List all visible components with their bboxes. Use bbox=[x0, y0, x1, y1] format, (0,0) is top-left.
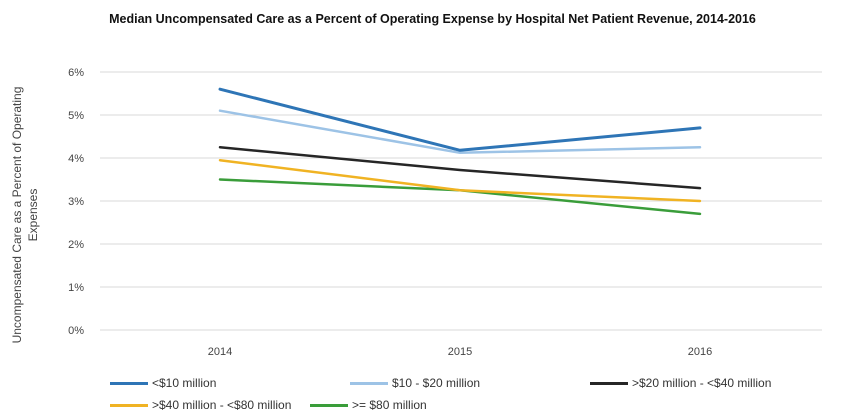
legend-item-40-80m: >$40 million - <$80 million bbox=[110, 396, 291, 414]
series-line-1 bbox=[218, 109, 702, 155]
gridlines bbox=[100, 71, 822, 331]
y-axis-ticks: 0% 1% 2% 3% 4% 5% 6% bbox=[68, 67, 84, 337]
legend-swatch-under-10m bbox=[110, 381, 148, 385]
series-line-0 bbox=[218, 87, 702, 152]
chart-title: Median Uncompensated Care as a Percent o… bbox=[109, 12, 756, 26]
legend-item-over-80m: >= $80 million bbox=[310, 396, 427, 414]
legend-label: >$20 million - <$40 million bbox=[632, 376, 772, 390]
legend-item-under-10m: <$10 million bbox=[110, 374, 216, 392]
legend-swatch-over-80m bbox=[310, 403, 348, 407]
legend-label: >= $80 million bbox=[352, 398, 427, 412]
legend-swatch-10-20m bbox=[350, 381, 388, 385]
x-tick-label: 2016 bbox=[688, 346, 712, 358]
legend-item-10-20m: $10 - $20 million bbox=[350, 374, 480, 392]
y-tick-label: 4% bbox=[68, 153, 84, 165]
legend-label: <$10 million bbox=[152, 376, 217, 390]
y-tick-label: 2% bbox=[68, 239, 84, 251]
legend-swatch-40-80m bbox=[110, 403, 148, 407]
legend-item-20-40m: >$20 million - <$40 million bbox=[590, 374, 771, 392]
legend-swatch-20-40m bbox=[590, 381, 628, 385]
legend: <$10 million $10 - $20 million >$20 mill… bbox=[0, 372, 865, 415]
x-tick-label: 2014 bbox=[208, 346, 232, 358]
legend-label: >$40 million - <$80 million bbox=[152, 398, 292, 412]
series-line-3 bbox=[218, 158, 702, 203]
y-tick-label: 3% bbox=[68, 196, 84, 208]
y-tick-label: 6% bbox=[68, 67, 84, 79]
series-lines bbox=[218, 87, 702, 216]
series-line-2 bbox=[218, 146, 702, 190]
x-tick-label: 2015 bbox=[448, 346, 472, 358]
y-tick-label: 1% bbox=[68, 282, 84, 294]
y-tick-label: 0% bbox=[68, 325, 84, 337]
x-axis-ticks: 2014 2015 2016 bbox=[208, 346, 712, 358]
legend-label: $10 - $20 million bbox=[392, 376, 481, 390]
y-tick-label: 5% bbox=[68, 110, 84, 122]
